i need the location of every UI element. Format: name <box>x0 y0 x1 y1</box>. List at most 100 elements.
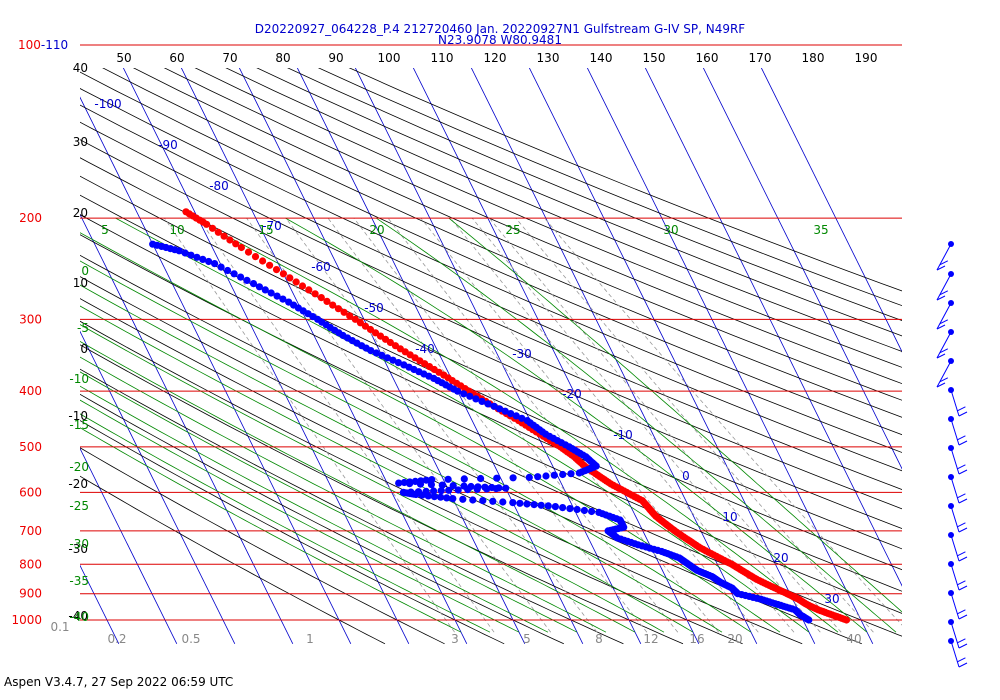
moist-adiabat-label: 25 <box>505 223 520 237</box>
dewpoint-point <box>430 493 438 501</box>
temperature-point <box>298 282 307 290</box>
dewpoint-point <box>525 473 533 481</box>
dewpoint-point <box>495 484 503 492</box>
dewpoint-point <box>496 405 504 413</box>
pressure-label: 600 <box>19 485 42 499</box>
temperature-point <box>323 297 331 305</box>
dewpoint-point <box>249 280 258 288</box>
moist-adiabat-line <box>375 217 897 633</box>
left-moist-label: -15 <box>69 418 89 432</box>
top-tick-label: 190 <box>855 51 878 65</box>
mixing-ratio-label: 20 <box>727 632 742 646</box>
moist-adiabat-line <box>80 371 578 633</box>
wind-barbs <box>936 241 968 668</box>
isotherm-label: 10 <box>722 510 737 524</box>
top-tick-label: 80 <box>275 51 290 65</box>
dry-adiabat-line <box>80 320 743 645</box>
dewpoint-point <box>518 414 526 422</box>
top-tick-label: 50 <box>116 51 131 65</box>
dewpoint-point <box>460 390 468 398</box>
background-grid <box>0 45 902 645</box>
isotherm-line <box>238 68 526 644</box>
dry-adiabat-line <box>348 68 902 292</box>
temperature-point <box>237 243 245 252</box>
moist-adiabat-line <box>80 232 781 633</box>
moist-adiabat-line <box>80 356 607 633</box>
mixing-ratio-line <box>285 217 598 633</box>
wind-barb-staff <box>950 592 960 620</box>
chart-title-line1: D20220927_064228_P.4 212720460 Jan. 2022… <box>254 22 746 36</box>
isotherm-label: -90 <box>158 138 178 152</box>
top-tick-label: 150 <box>643 51 666 65</box>
wind-barb-flag <box>958 585 968 591</box>
dewpoint-point <box>469 496 477 504</box>
dry-adiabat-line <box>317 68 902 307</box>
dewpoint-point <box>273 292 281 300</box>
left-temp-label: -20 <box>68 477 88 491</box>
wind-barb-flag <box>939 319 949 325</box>
isotherm-line <box>0 45 3 644</box>
wind-barb-staff <box>950 505 960 533</box>
top-tick-label: 180 <box>802 51 825 65</box>
mixing-ratio-line <box>488 217 842 633</box>
isotherm-line <box>80 447 178 644</box>
temperature-point <box>351 315 359 323</box>
dewpoint-point <box>479 497 487 505</box>
isotherm-line <box>528 68 816 644</box>
isotherm-label: 0 <box>682 469 690 483</box>
wind-barb-staff <box>936 273 952 301</box>
wind-barb-flag <box>957 406 966 412</box>
pressure-label: 700 <box>19 524 42 538</box>
dewpoint-point <box>490 402 498 410</box>
moist-adiabat-label: 35 <box>813 223 828 237</box>
isotherm-label: -80 <box>209 179 229 193</box>
dewpoint-point <box>472 395 480 403</box>
wind-barb-staff <box>950 389 960 417</box>
dewpoint-point <box>454 486 462 494</box>
temperature-point <box>182 208 190 216</box>
moist-adiabat-line <box>80 260 752 633</box>
dewpoint-point <box>534 473 542 481</box>
wind-barb-flag <box>957 493 966 499</box>
dewpoint-point <box>481 483 489 491</box>
temperature-point <box>366 325 375 334</box>
top-tick-label: 70 <box>222 51 237 65</box>
dewpoint-point <box>499 498 507 506</box>
pressure-label: 500 <box>19 440 42 454</box>
wind-barb-flag <box>939 260 949 266</box>
isotherm-line <box>80 213 294 644</box>
dry-adiabat-line <box>102 68 902 418</box>
temperature-point <box>311 290 319 298</box>
left-temp-label: 20 <box>73 206 88 220</box>
temperature-point <box>259 257 267 265</box>
top-tick-label: 60 <box>169 51 184 65</box>
dewpoint-point <box>551 503 560 511</box>
temperature-point <box>286 274 294 282</box>
isotherm-line <box>760 68 902 353</box>
left-moist-label: 0 <box>81 264 89 278</box>
dewpoint-point <box>459 495 467 503</box>
dry-adiabat-line <box>80 344 684 645</box>
dewpoint-point <box>422 487 430 495</box>
wind-barb-staff <box>950 563 960 591</box>
mixing-ratio-line <box>198 217 495 633</box>
dry-adiabat-line <box>194 68 902 368</box>
wind-barb-flag <box>957 435 966 441</box>
dewpoint-point <box>488 483 496 492</box>
dewpoint-point <box>217 263 225 271</box>
temperature-point <box>214 228 222 236</box>
dewpoint-point <box>255 283 263 291</box>
dewpoint-point <box>542 472 550 480</box>
mixing-ratio-line <box>164 217 455 633</box>
wind-barb-staff <box>950 476 960 504</box>
temperature-point <box>334 305 342 313</box>
pressure-label: 400 <box>19 384 42 398</box>
wind-barb-flag <box>936 324 946 330</box>
pressure-label: 900 <box>19 587 42 601</box>
pressure-label: 300 <box>19 312 42 326</box>
dewpoint-point <box>199 255 207 263</box>
footer-version: Aspen V3.4.7, 27 Sep 2022 06:59 UTC <box>4 675 234 689</box>
left-temp-label: 0 <box>80 342 88 356</box>
dewpoint-point <box>437 493 445 501</box>
